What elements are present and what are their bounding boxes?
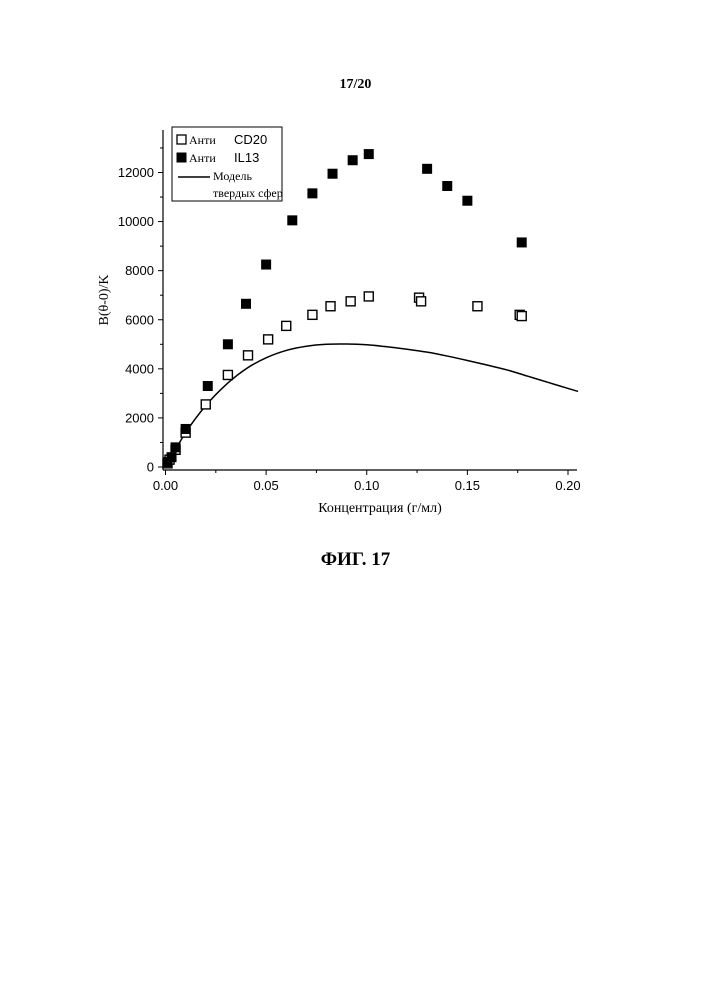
x-tick-label: 0.00 [153, 478, 178, 493]
model-curve [166, 344, 579, 467]
legend-label-il13: IL13 [234, 150, 259, 165]
legend-label-il13-prefix: Анти [189, 151, 216, 165]
point-cd20 [364, 292, 373, 301]
point-il13 [364, 150, 373, 159]
y-tick-label: 12000 [118, 165, 154, 180]
point-cd20 [201, 400, 210, 409]
point-il13 [171, 443, 180, 452]
legend: Анти CD20 Анти IL13 Модель твердых сфер [172, 127, 283, 201]
x-tick-label: 0.10 [354, 478, 379, 493]
y-tick-label: 10000 [118, 214, 154, 229]
point-il13 [167, 453, 176, 462]
point-cd20 [282, 321, 291, 330]
x-tick-label: 0.05 [253, 478, 278, 493]
x-tick-label: 0.20 [555, 478, 580, 493]
legend-label-cd20: CD20 [234, 132, 267, 147]
point-il13 [203, 382, 212, 391]
point-cd20 [223, 370, 232, 379]
point-il13 [262, 260, 271, 269]
y-tick-label: 0 [147, 460, 154, 475]
point-il13 [423, 164, 432, 173]
legend-label-cd20-prefix: Анти [189, 133, 216, 147]
point-cd20 [473, 302, 482, 311]
point-cd20 [326, 302, 335, 311]
y-axis-title: B(θ-0)/K [97, 274, 112, 325]
point-il13 [463, 196, 472, 205]
legend-label-model-line2: твердых сфер [213, 186, 283, 200]
point-il13 [517, 238, 526, 247]
x-tick-label: 0.15 [455, 478, 480, 493]
model-curve-group [166, 344, 579, 467]
point-cd20 [264, 335, 273, 344]
legend-marker-open-square [177, 135, 186, 144]
y-tick-label: 6000 [125, 312, 154, 327]
y-tick-label: 2000 [125, 410, 154, 425]
point-cd20 [346, 297, 355, 306]
point-il13 [308, 189, 317, 198]
point-il13 [242, 299, 251, 308]
point-il13 [288, 216, 297, 225]
point-il13 [328, 169, 337, 178]
x-axis-title: Концентрация (г/мл) [318, 501, 442, 516]
point-il13 [181, 424, 190, 433]
point-cd20 [517, 312, 526, 321]
y-tick-label: 4000 [125, 361, 154, 376]
legend-marker-filled-square [177, 153, 186, 162]
chart: 0.00 0.05 0.10 0.15 0.20 0 2000 4000 6000 8000 100… [0, 0, 711, 999]
point-il13 [223, 340, 232, 349]
point-il13 [443, 181, 452, 190]
y-tick-label: 8000 [125, 263, 154, 278]
point-il13 [348, 156, 357, 165]
figure-caption: ФИГ. 17 [0, 549, 711, 571]
point-cd20 [417, 297, 426, 306]
point-cd20 [308, 310, 317, 319]
legend-label-model-line1: Модель [213, 169, 252, 183]
point-cd20 [244, 351, 253, 360]
